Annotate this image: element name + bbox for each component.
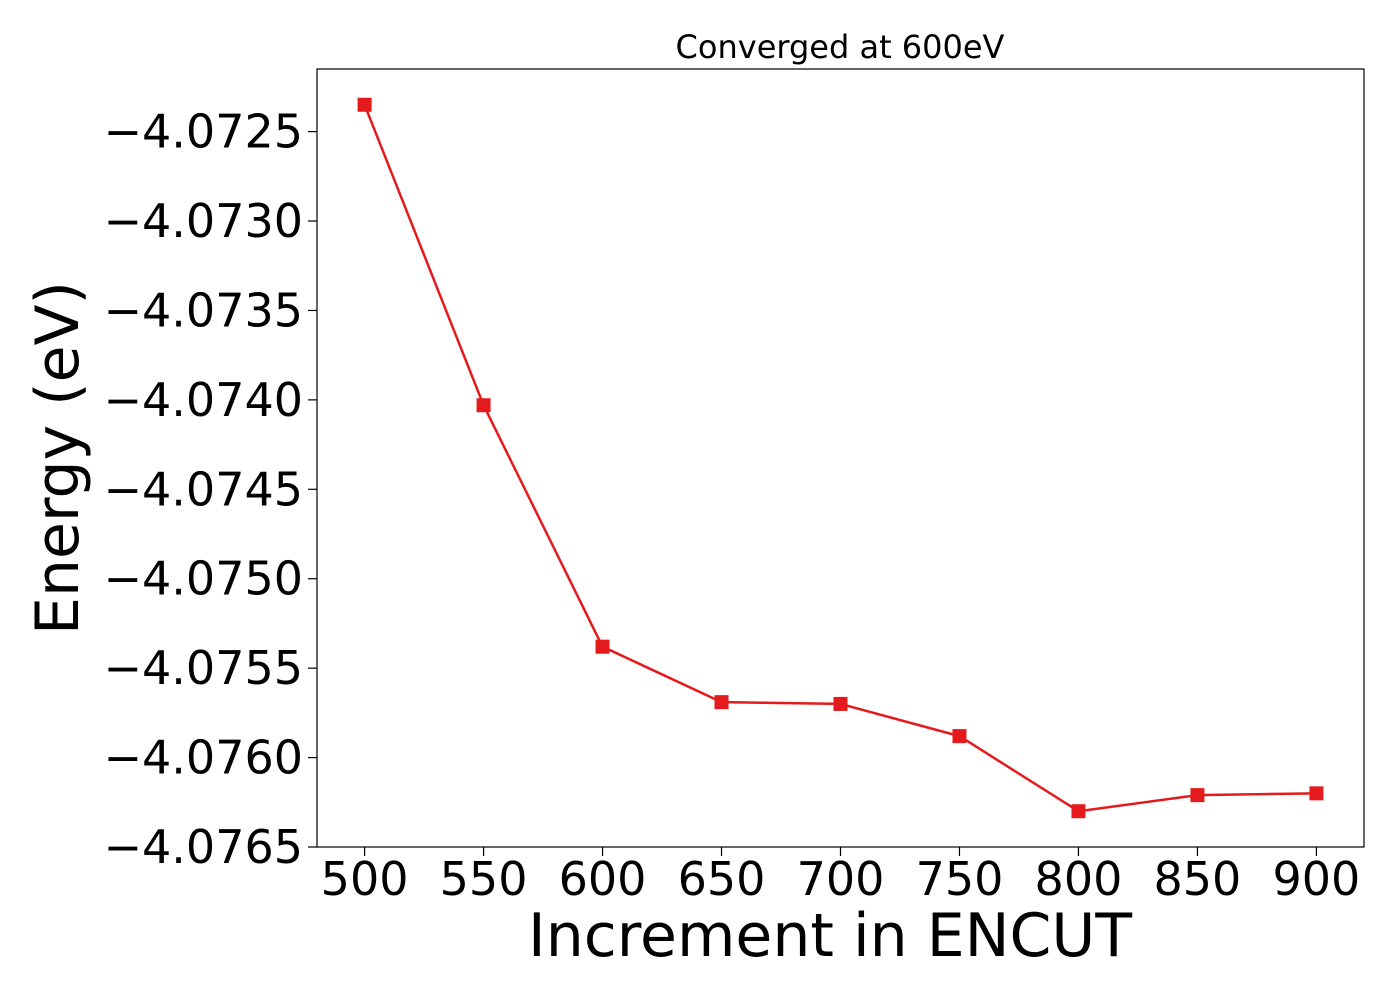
data-point-marker — [1309, 786, 1324, 801]
data-point-marker — [357, 97, 372, 112]
data-point-marker — [476, 398, 491, 413]
data-point-marker — [833, 696, 848, 711]
x-axis-ticks: 500 550 600 650 700 750 800 850 900 — [321, 847, 1361, 906]
x-tick-label: 650 — [678, 852, 766, 906]
x-tick-label: 900 — [1273, 852, 1361, 906]
y-tick-label: −4.0735 — [104, 283, 304, 337]
y-tick-label: −4.0725 — [104, 105, 304, 159]
series-group — [357, 97, 1324, 819]
chart-title: Converged at 600eV — [676, 28, 1005, 66]
y-axis-ticks: −4.0765 −4.0760 −4.0755 −4.0750 −4.0745 −4.07… — [104, 105, 317, 874]
data-point-marker — [952, 729, 967, 744]
data-point-marker — [1071, 804, 1086, 819]
x-tick-label: 750 — [916, 852, 1004, 906]
x-tick-label: 800 — [1035, 852, 1123, 906]
data-point-marker — [1190, 788, 1205, 803]
x-tick-label: 500 — [321, 852, 409, 906]
x-tick-label: 550 — [440, 852, 528, 906]
y-tick-label: −4.0740 — [104, 373, 304, 427]
x-axis-label: Increment in ENCUT — [528, 901, 1132, 971]
data-point-marker — [595, 639, 610, 654]
y-tick-label: −4.0750 — [104, 552, 304, 606]
x-tick-label: 850 — [1154, 852, 1242, 906]
data-point-marker — [714, 695, 729, 710]
y-axis-label: Energy (eV) — [23, 281, 93, 635]
x-tick-label: 700 — [797, 852, 885, 906]
y-tick-label: −4.0765 — [104, 820, 304, 874]
y-tick-label: −4.0760 — [104, 731, 304, 785]
y-tick-label: −4.0745 — [104, 462, 304, 516]
y-tick-label: −4.0755 — [104, 641, 304, 695]
y-tick-label: −4.0730 — [104, 194, 304, 248]
x-tick-label: 600 — [559, 852, 647, 906]
